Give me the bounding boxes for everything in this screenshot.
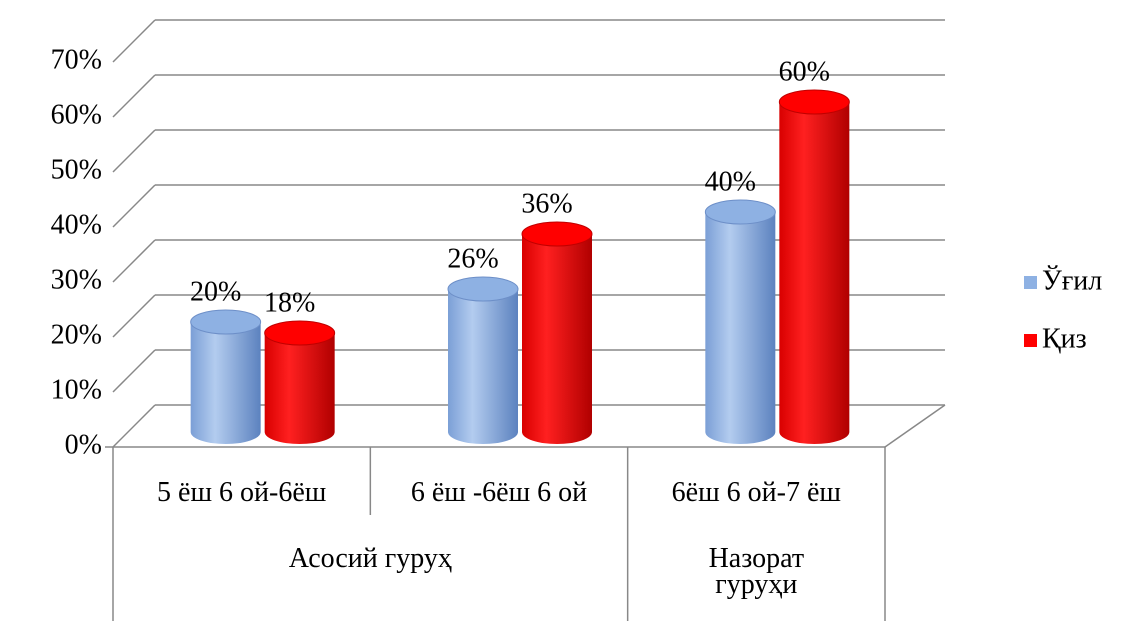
- value-label: 26%: [447, 243, 498, 274]
- bar-body: [779, 102, 850, 444]
- legend-swatch: [1024, 334, 1037, 347]
- legend-label: Қиз: [1042, 323, 1087, 354]
- floor-right: [884, 404, 946, 448]
- y-tick-label: 70%: [51, 44, 102, 75]
- bar-top: [778, 89, 850, 115]
- bar: [447, 276, 519, 444]
- grid-line-side: [112, 184, 156, 228]
- legend-label: Ўғил: [1042, 265, 1102, 296]
- bar: [264, 320, 336, 444]
- x-tick-label: 6 ёш -6ёш 6 ой: [410, 477, 588, 508]
- x-tick-label: 6ёш 6 ой-7 ёш: [671, 477, 841, 508]
- grid-line-side: [112, 404, 156, 448]
- y-tick-label: 30%: [51, 264, 102, 295]
- grid-line-side: [112, 74, 156, 118]
- x-tick-label: 5 ёш 6 ой-6ёш: [157, 477, 327, 508]
- value-label: 60%: [779, 56, 830, 87]
- bar-body: [448, 289, 518, 444]
- y-tick-label: 40%: [51, 209, 102, 240]
- y-tick-label: 60%: [51, 99, 102, 130]
- y-tick-label: 50%: [51, 154, 102, 185]
- bar-body: [264, 333, 335, 444]
- bar-body: [705, 212, 776, 444]
- bar-top: [264, 320, 336, 346]
- legend-swatch: [1024, 276, 1037, 289]
- value-label: 20%: [190, 276, 241, 307]
- bar: [704, 199, 776, 444]
- y-tick-label: 0%: [65, 429, 102, 460]
- bar-top: [704, 199, 776, 225]
- bar-top: [190, 309, 262, 335]
- bar: [778, 89, 850, 444]
- bar-top: [447, 276, 519, 302]
- bar-top: [521, 221, 593, 247]
- group-label: Асосий гуруҳ: [288, 543, 452, 574]
- bar: [521, 221, 593, 444]
- grid-line-side: [112, 294, 156, 338]
- bar-body: [522, 234, 592, 444]
- y-tick-label: 10%: [51, 374, 102, 405]
- grid-line-side: [112, 349, 156, 393]
- bar-body: [190, 322, 261, 444]
- grid-line-side: [112, 19, 156, 63]
- value-label: 18%: [264, 287, 315, 318]
- grid-line-side: [112, 129, 156, 173]
- y-tick-label: 20%: [51, 319, 102, 350]
- grid-line-side: [112, 239, 156, 283]
- group-label: Назорат гуруҳи: [708, 543, 805, 600]
- value-label: 36%: [521, 188, 572, 219]
- bar: [190, 309, 262, 444]
- value-label: 40%: [705, 166, 756, 197]
